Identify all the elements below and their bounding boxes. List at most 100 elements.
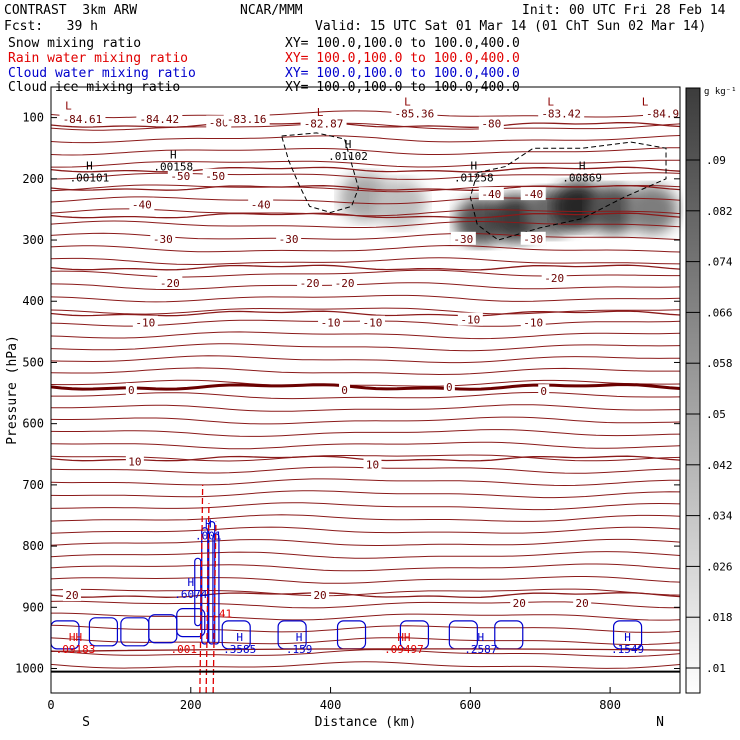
temp-label: -20	[335, 277, 355, 290]
isotherm-line	[50, 282, 681, 290]
isotherm-line	[50, 648, 681, 653]
isotherm-line	[50, 244, 681, 253]
contour-0	[50, 383, 681, 391]
temp-label: -84.9	[646, 107, 679, 120]
isotherm-line	[50, 649, 681, 657]
extremum-letter: H	[170, 149, 177, 162]
temp-label-bg	[125, 383, 137, 396]
temp-label: -30	[523, 233, 543, 246]
y-tick-label: 200	[22, 172, 44, 186]
y-axis-label: Pressure (hPa)	[5, 335, 20, 445]
temp-label-bg	[223, 111, 270, 125]
isotherm-line	[51, 392, 681, 400]
extremum-value: .41	[212, 608, 232, 621]
contour--80	[50, 121, 681, 128]
contour--30	[50, 212, 681, 219]
x-tick-label: 400	[320, 698, 342, 712]
cloud-ice-patch	[626, 185, 679, 234]
extremum-value: .1549	[611, 643, 644, 656]
isotherm-line	[51, 612, 681, 621]
cloud-ice-patch	[587, 185, 640, 234]
header-line2-right: Valid: 15 UTC Sat 01 Mar 14 (01 ChT Sun …	[315, 19, 707, 34]
temp-label: -83.16	[227, 113, 267, 126]
isotherm-line	[50, 220, 681, 228]
isotherm-line	[50, 563, 681, 572]
extremum-value: .2587	[464, 643, 497, 656]
colorbar-tick-label: .026	[706, 560, 733, 573]
temp-label-bg	[297, 275, 323, 289]
temp-label-bg	[132, 315, 158, 329]
temp-label: 0	[540, 385, 547, 398]
temp-label: -84.61	[63, 113, 103, 126]
temp-label: -20	[300, 277, 320, 290]
temp-label: 10	[366, 459, 379, 472]
y-tick-label: 700	[22, 478, 44, 492]
field-snow-xy: XY= 100.0,100.0 to 100.0,400.0	[285, 36, 520, 51]
temp-label-bg	[62, 588, 81, 602]
temp-label: -20	[544, 272, 564, 285]
rain-contour	[212, 521, 217, 694]
isotherm-line	[50, 196, 681, 205]
temp-label: -10	[321, 317, 341, 330]
x-axis-label: Distance (km)	[315, 715, 417, 730]
colorbar-unit: g kg⁻¹	[704, 87, 737, 97]
temp-label-bg	[318, 315, 344, 329]
cloud-water-tower	[201, 527, 209, 645]
extremum-value: .09497	[384, 643, 424, 656]
header-line1-right: Init: 00 UTC Fri 28 Feb 14	[522, 3, 726, 18]
extremum-letter: HH	[69, 631, 82, 644]
cloud-water-contour	[176, 608, 206, 638]
y-tick-label: 600	[22, 417, 44, 431]
extremum-letter: H	[345, 138, 352, 151]
temp-label: -10	[363, 317, 383, 330]
contour-20	[50, 592, 681, 599]
extremum-letter: H	[187, 576, 194, 589]
y-tick-label: 400	[22, 294, 44, 308]
temp-label-bg	[450, 231, 476, 245]
temp-label-bg	[643, 106, 683, 120]
isotherm-line	[50, 331, 681, 340]
isotherm-line	[50, 429, 681, 437]
y-tick-label: 900	[22, 600, 44, 614]
colorbar-tick-label: .01	[706, 662, 726, 675]
contour--20	[50, 264, 681, 271]
temp-label: -20	[160, 277, 180, 290]
rain-contour	[199, 484, 204, 694]
temp-label-bg	[520, 315, 546, 329]
isotherm-line	[50, 526, 681, 534]
temp-label: -50	[205, 170, 225, 183]
header-line2-left: Fcst: 39 h	[4, 19, 98, 34]
isotherm-line	[50, 269, 680, 278]
extremum-letter: H	[205, 518, 212, 531]
isotherm-line	[50, 588, 681, 597]
temp-label: -30	[453, 233, 473, 246]
temp-label: 20	[65, 589, 78, 602]
extremum-value: .001	[171, 643, 198, 656]
extremum-value: .6074	[174, 588, 207, 601]
temp-label: -40	[251, 199, 271, 212]
temp-label-bg	[391, 106, 438, 120]
isotherm-line	[50, 454, 681, 462]
temp-label-bg	[136, 111, 183, 125]
isotherm-line	[50, 538, 681, 547]
extremum-letter: H	[471, 160, 478, 173]
extremum-letter: H	[579, 160, 586, 173]
temp-label-bg	[359, 315, 385, 329]
temp-label-bg	[276, 231, 302, 245]
x-tick-label: 800	[599, 698, 621, 712]
colorbar-tick-label: .09	[706, 154, 726, 167]
isotherm-line	[51, 404, 681, 412]
temp-label-bg	[520, 231, 546, 245]
colorbar-tick-label: .066	[706, 306, 733, 319]
extremum-letter: L	[317, 106, 324, 119]
colorbar	[685, 87, 701, 694]
colorbar-tick-label: .034	[706, 510, 733, 523]
temp-label: 0	[341, 384, 348, 397]
contour--40	[50, 184, 681, 191]
isotherm-line	[50, 257, 681, 266]
temp-label: 20	[513, 597, 526, 610]
extremum-letter: H	[236, 631, 243, 644]
cloud-water-contour	[148, 614, 178, 644]
snow-mixing-contour	[469, 141, 667, 241]
